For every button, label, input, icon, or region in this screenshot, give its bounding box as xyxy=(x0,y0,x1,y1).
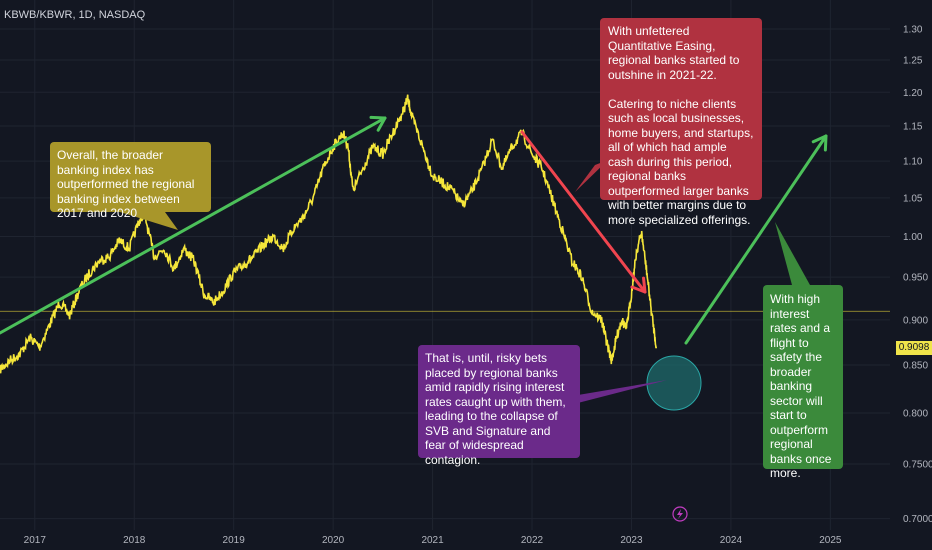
callout-overall: Overall, the broader banking index has o… xyxy=(50,142,211,220)
y-tick-label: 0.950 xyxy=(903,273,928,284)
x-tick-label: 2022 xyxy=(521,535,544,546)
x-tick-label: 2017 xyxy=(24,535,47,546)
x-tick-label: 2018 xyxy=(123,535,146,546)
callout-future: With high interest rates and a flight to… xyxy=(763,285,843,480)
y-tick-label: 1.10 xyxy=(903,157,923,168)
x-axis: 2017 2018 2019 2020 2021 2022 2023 2024 2025 xyxy=(24,535,842,546)
y-tick-label: 0.850 xyxy=(903,361,928,372)
y-tick-label: 1.20 xyxy=(903,88,923,99)
y-tick-label: 1.25 xyxy=(903,55,923,66)
x-tick-label: 2025 xyxy=(819,535,842,546)
y-tick-label: 0.800 xyxy=(903,408,928,419)
trend-arrows xyxy=(0,115,828,345)
callout-pointer-until xyxy=(570,380,667,405)
callout-pointer-overall xyxy=(120,212,178,230)
up-arrow-right xyxy=(684,134,828,345)
x-tick-label: 2021 xyxy=(421,535,444,546)
x-tick-label: 2020 xyxy=(322,535,345,546)
y-tick-label: 1.05 xyxy=(903,193,923,204)
price-series-line xyxy=(0,94,658,374)
y-tick-label: 1.15 xyxy=(903,121,923,132)
down-arrow xyxy=(520,130,647,294)
up-arrow-left xyxy=(0,115,387,335)
callout-pointer-qe xyxy=(575,160,608,192)
callout-qe: With unfettered Quantitative Easing, reg… xyxy=(600,18,762,227)
symbol-header: KBWB/KBWR, 1D, NASDAQ xyxy=(4,9,146,21)
lightning-icon[interactable] xyxy=(672,506,688,522)
y-tick-label: 0.7500 xyxy=(903,460,932,471)
y-tick-label: 0.900 xyxy=(903,315,928,326)
highlight-circle xyxy=(646,355,702,411)
callout-pointers xyxy=(120,160,810,405)
x-tick-label: 2019 xyxy=(223,535,246,546)
y-tick-label: 1.30 xyxy=(903,24,923,35)
y-tick-label: 1.00 xyxy=(903,232,923,243)
callout-until: That is, until, risky bets placed by reg… xyxy=(418,345,580,467)
x-tick-label: 2023 xyxy=(620,535,643,546)
y-axis: 1.30 1.25 1.20 1.15 1.10 1.05 1.00 0.950 0.900 0.… xyxy=(903,24,932,525)
x-tick-label: 2024 xyxy=(720,535,743,546)
y-tick-label: 0.7000 xyxy=(903,514,932,525)
callout-pointer-future xyxy=(775,222,810,285)
current-price-badge: 0.9098 xyxy=(896,341,932,355)
